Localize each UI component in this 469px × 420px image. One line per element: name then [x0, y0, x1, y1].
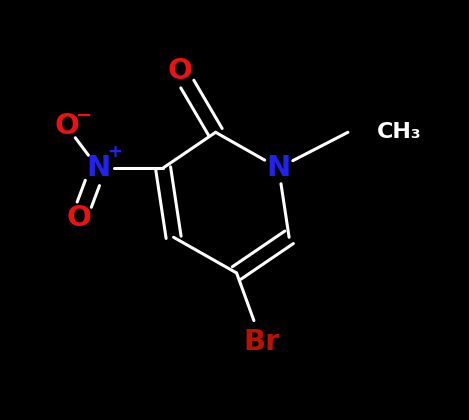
Text: Br: Br	[243, 328, 280, 356]
Text: −: −	[76, 106, 92, 125]
Text: O: O	[167, 58, 192, 85]
Text: O: O	[54, 112, 79, 140]
Text: N: N	[266, 154, 291, 182]
Text: CH₃: CH₃	[377, 122, 422, 142]
Text: O: O	[67, 205, 91, 232]
Text: N: N	[86, 154, 110, 182]
Text: +: +	[107, 143, 122, 161]
